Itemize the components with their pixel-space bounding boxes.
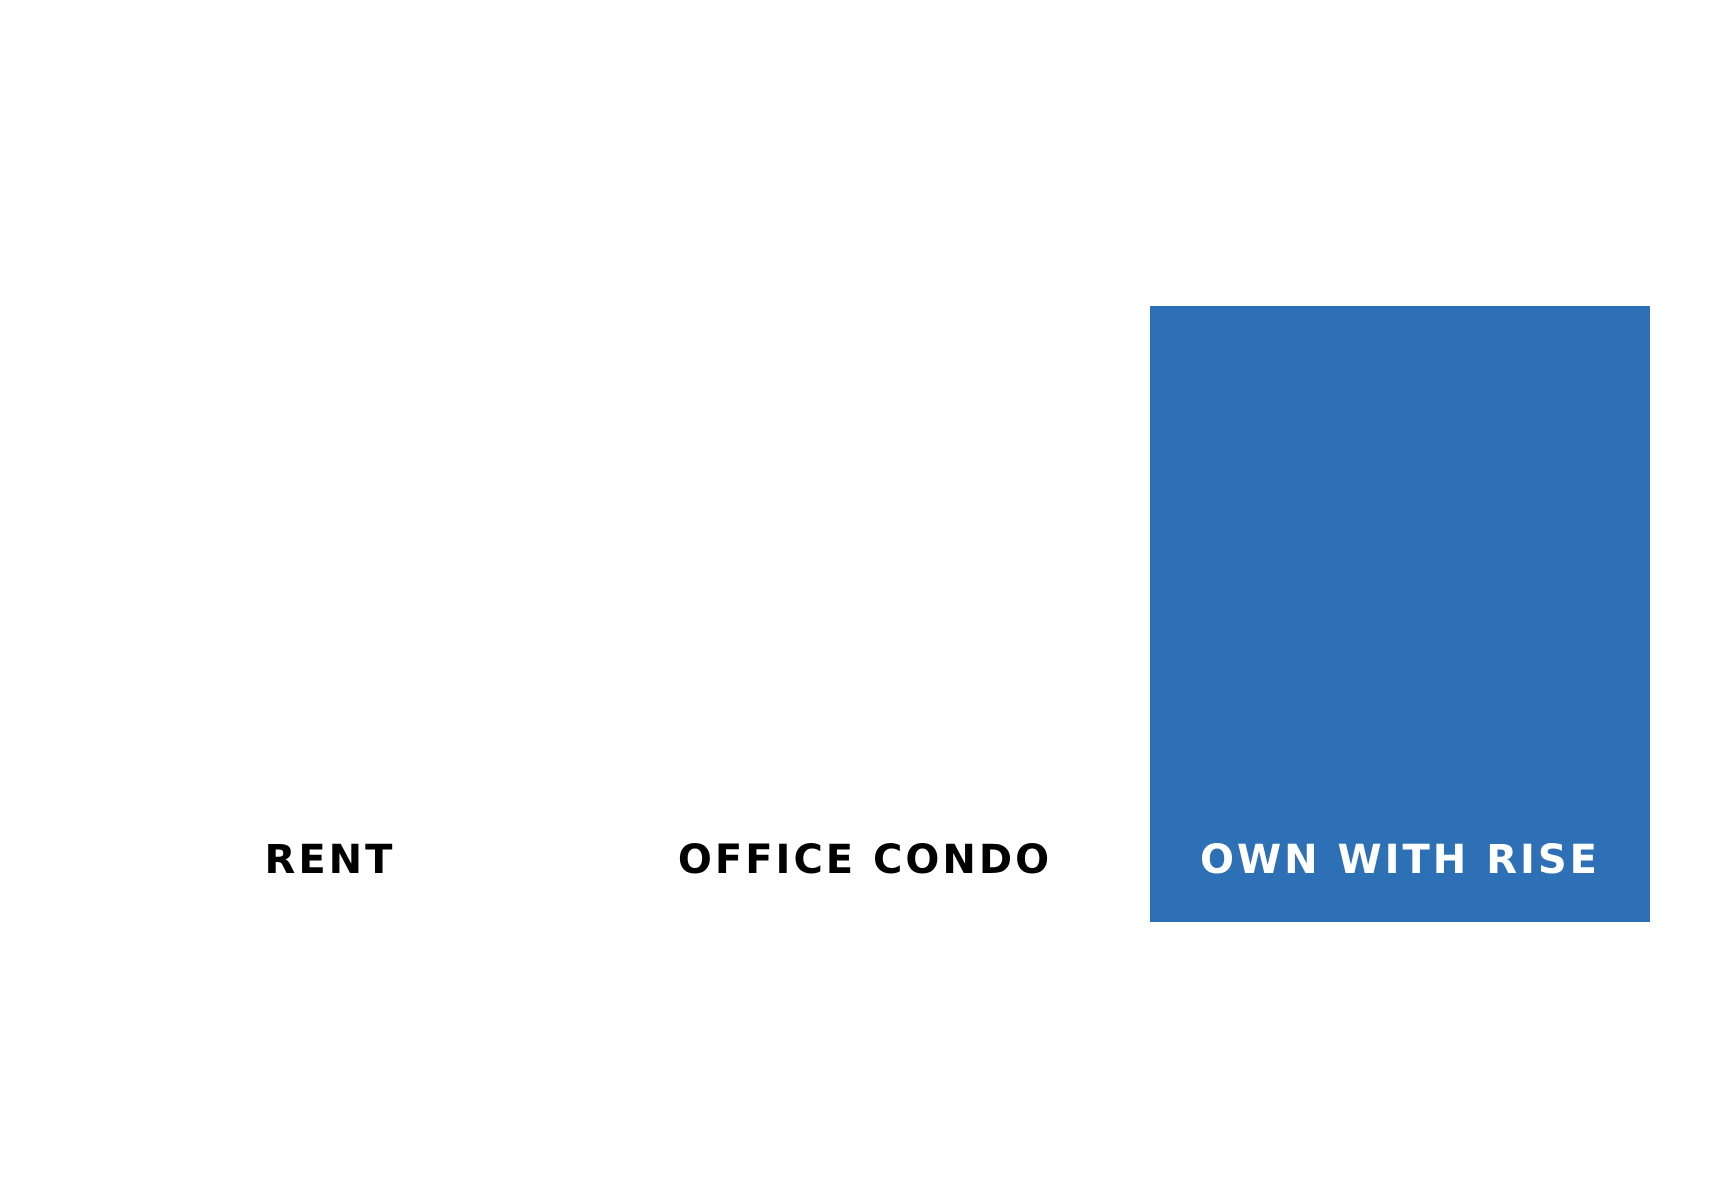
option-rent[interactable]: RENT (100, 306, 560, 922)
option-office-condo[interactable]: OFFICE CONDO (610, 306, 1120, 922)
option-own-with-rise-label: OWN WITH RISE (1199, 837, 1601, 883)
option-office-condo-label: OFFICE CONDO (677, 837, 1053, 883)
option-rent-label: RENT (264, 837, 396, 883)
option-own-with-rise[interactable]: OWN WITH RISE (1150, 306, 1650, 922)
